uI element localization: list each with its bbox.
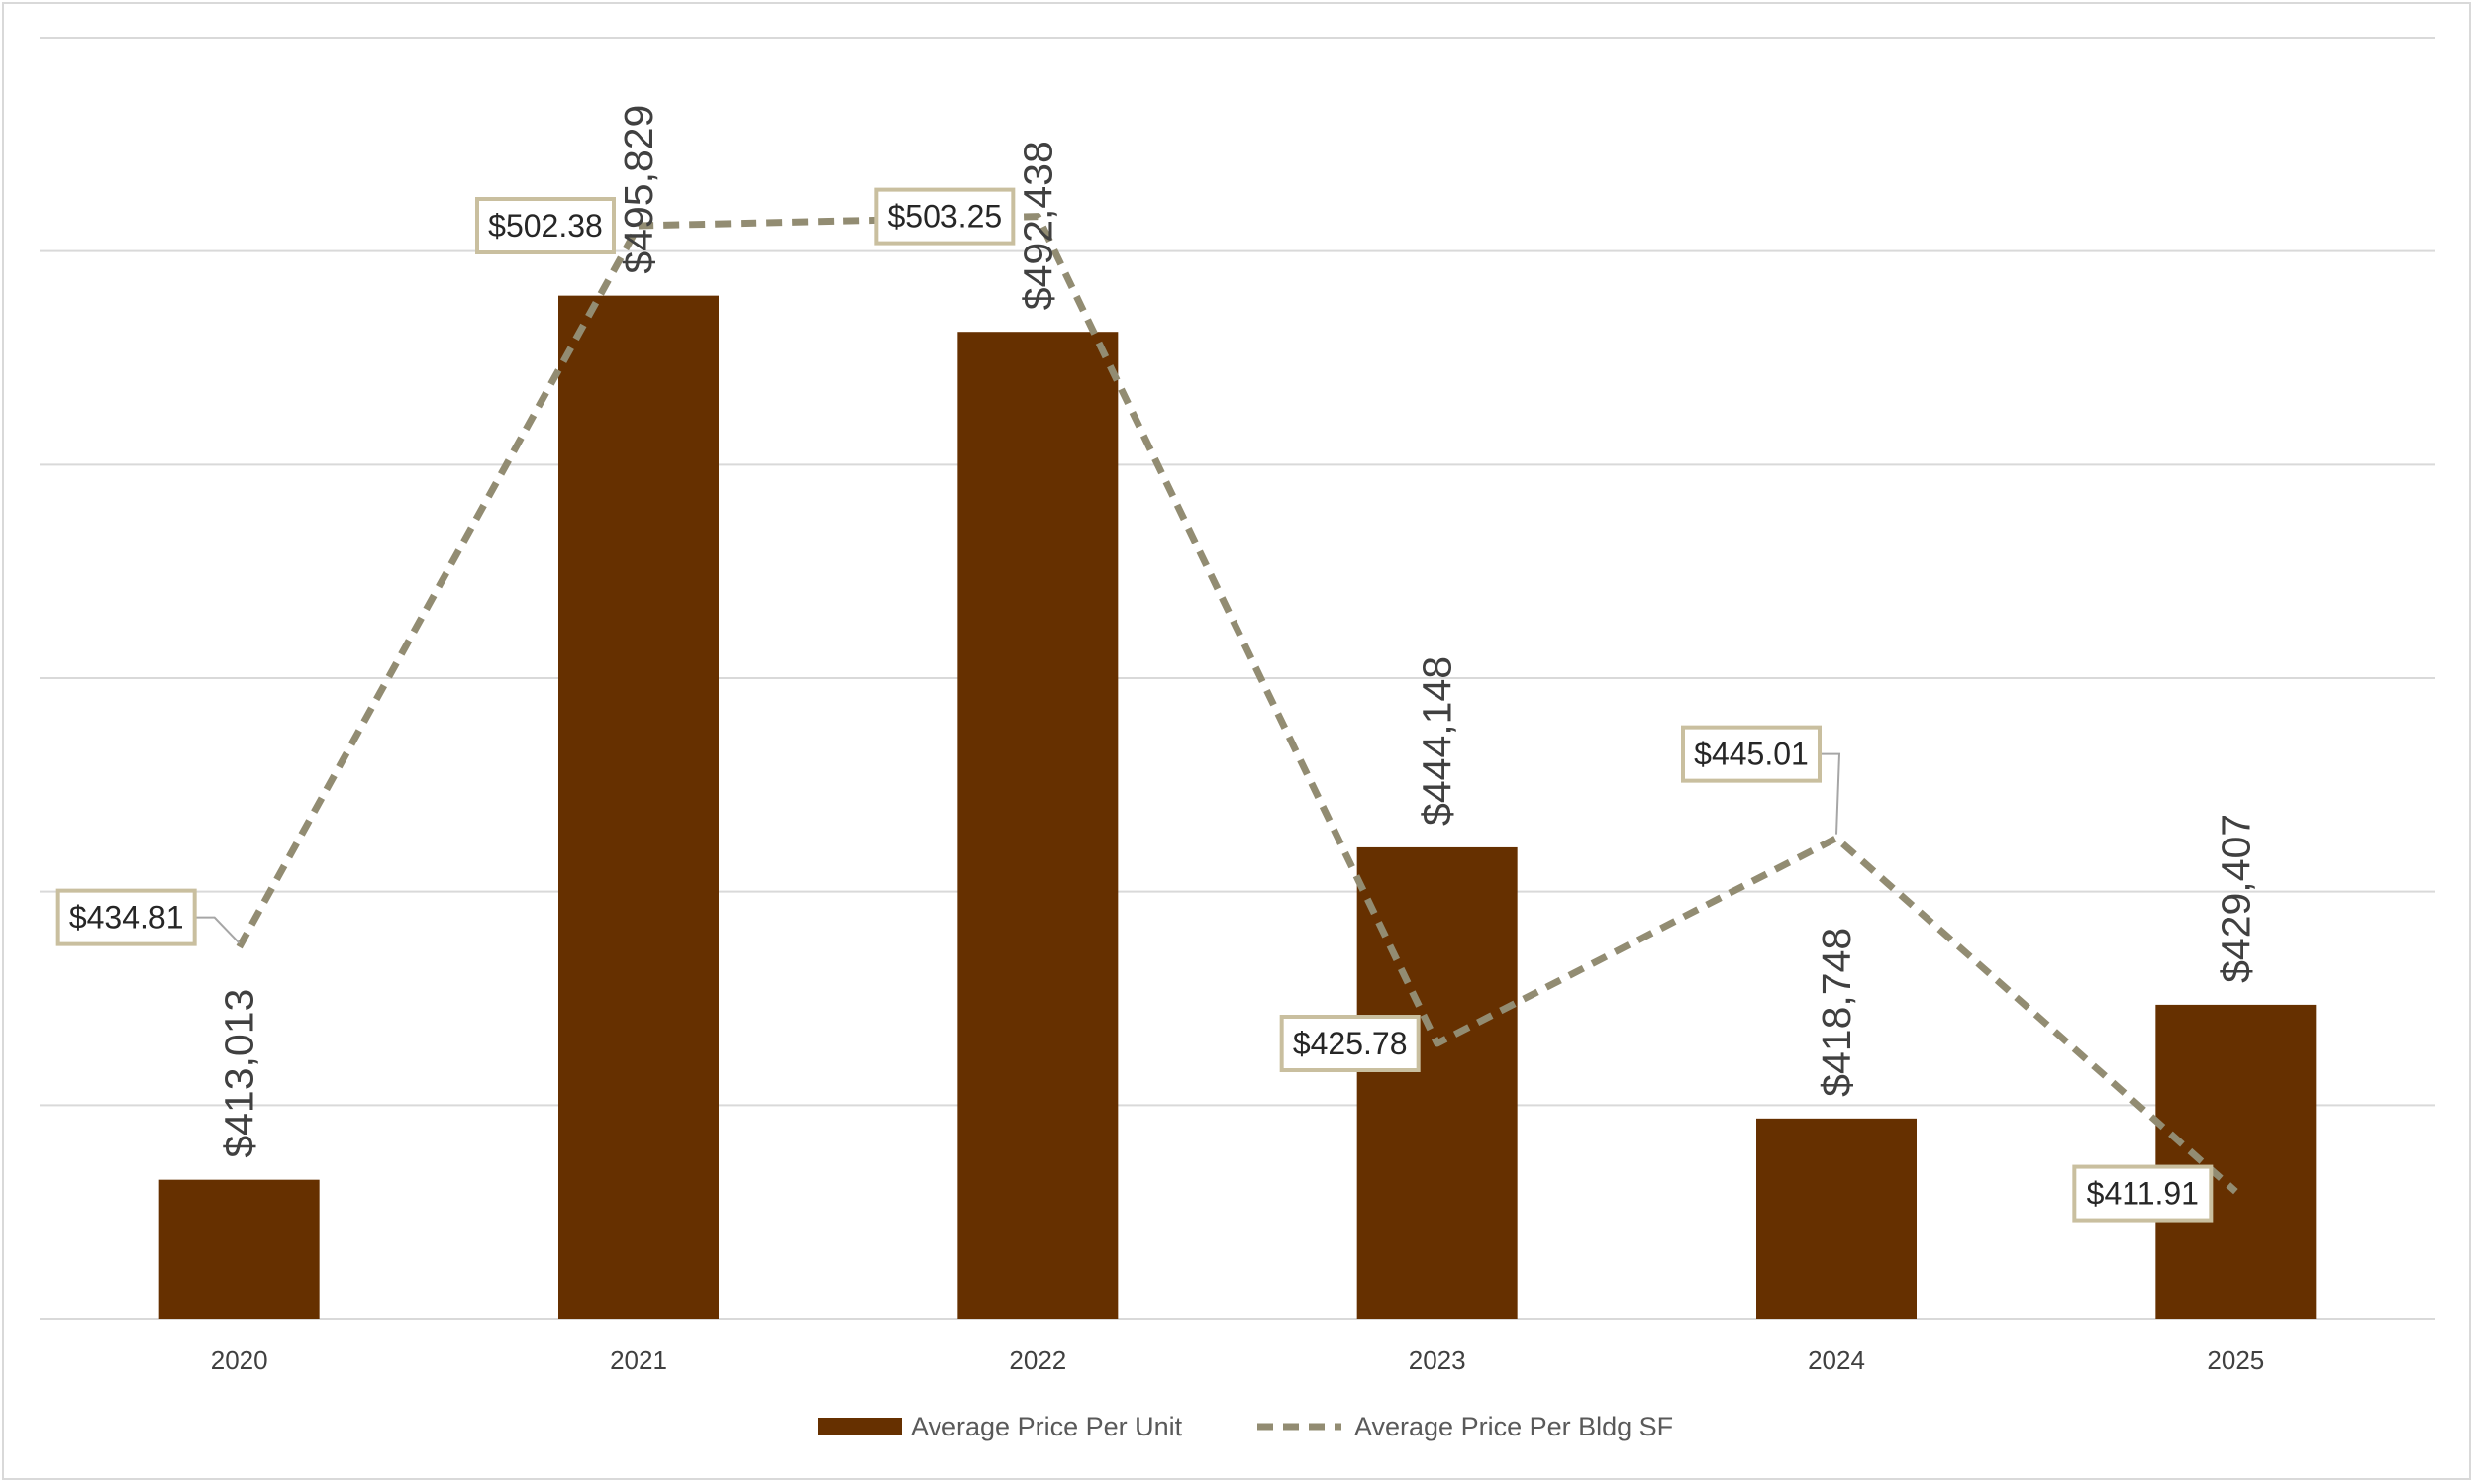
bar-2024 [1756, 1118, 1917, 1319]
bar-value-label-2023: $444,148 [1415, 656, 1460, 826]
legend-label-price-per-bldg-sf: Average Price Per Bldg SF [1354, 1412, 1673, 1441]
x-tick-label-2024: 2024 [1808, 1345, 1865, 1375]
line-series-price-per-bldg-sf [236, 213, 2238, 1195]
bar-value-label-2021: $495,829 [616, 105, 661, 274]
x-tick-label-2021: 2021 [610, 1345, 667, 1375]
bar-value-label-2020: $413,013 [217, 989, 262, 1158]
bar-value-label-2025: $429,407 [2213, 814, 2258, 983]
bar-2022 [957, 332, 1119, 1320]
line-label-box-2022 [874, 187, 1016, 246]
line-value-label-2021: $502.38 [488, 208, 603, 244]
line-label-box-2024 [1681, 725, 1822, 783]
line-label-box-2021 [475, 197, 616, 255]
line-label-box-2023 [1279, 1015, 1421, 1073]
x-tick-label-2023: 2023 [1409, 1345, 1466, 1375]
x-tick-label-2025: 2025 [2207, 1345, 2264, 1375]
leader-line-2024 [1820, 752, 1841, 835]
line-value-label-2024: $445.01 [1694, 737, 1809, 772]
bar-2021 [558, 295, 719, 1320]
x-tick-label-2020: 2020 [211, 1345, 268, 1375]
legend-swatch-bar [818, 1418, 902, 1435]
bar-2020 [158, 1179, 320, 1319]
line-label-box-2020 [55, 888, 197, 946]
line-value-label-2025: $411.91 [2087, 1176, 2199, 1212]
line-value-label-2023: $425.78 [1293, 1026, 1408, 1061]
x-tick-label-2022: 2022 [1009, 1345, 1066, 1375]
bar-value-label-2022: $492,438 [1015, 141, 1060, 310]
bar-value-label-2024: $418,748 [1814, 928, 1859, 1097]
line-label-box-2025 [2072, 1164, 2214, 1223]
leader-line-2020 [194, 916, 241, 944]
line-value-label-2022: $503.25 [887, 199, 1002, 235]
line-value-label-2020: $434.81 [69, 900, 184, 936]
legend-label-price-per-unit: Average Price Per Unit [911, 1412, 1183, 1441]
bar-2025 [2155, 1004, 2317, 1319]
bar-2023 [1356, 846, 1518, 1319]
